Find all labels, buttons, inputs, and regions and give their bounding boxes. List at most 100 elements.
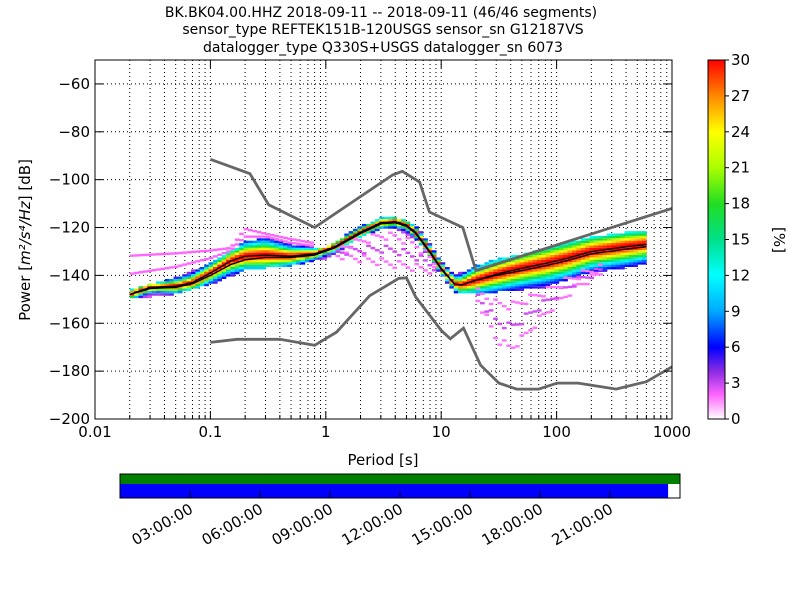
psd-cell (620, 243, 625, 246)
psd-cell (532, 262, 538, 265)
psd-cell (414, 226, 420, 229)
psd-cell (620, 233, 625, 236)
psd-cell (191, 274, 196, 277)
psd-cell-outlier (493, 336, 498, 340)
psd-cell-outlier (585, 282, 590, 286)
psd-cell (598, 243, 603, 246)
psd-cell-outlier (519, 302, 525, 305)
psd-cell (392, 223, 398, 227)
psd-cell (230, 274, 236, 277)
psd-cell (243, 259, 249, 263)
psd-cell (523, 271, 529, 275)
psd-cell (598, 247, 603, 251)
psd-cell (208, 267, 214, 270)
psd-cell (615, 257, 621, 260)
psd-cell (510, 286, 516, 289)
psd-cell (401, 219, 406, 222)
psd-cell (519, 283, 525, 287)
psd-cell (515, 274, 520, 277)
psd-cell (471, 274, 476, 277)
psd-cell (401, 226, 406, 229)
psd-cell (234, 269, 240, 272)
psd-cell (576, 250, 582, 253)
psd-cell (247, 247, 253, 251)
psd-cell (571, 245, 577, 248)
psd-cell (558, 245, 564, 248)
psd-cell (177, 290, 183, 294)
psd-cell (195, 276, 201, 279)
psd-cell (287, 243, 293, 246)
psd-cell (611, 235, 617, 239)
psd-cell (173, 276, 179, 279)
psd-cell (138, 295, 144, 299)
x-tick-label: 0.1 (198, 423, 222, 441)
psd-cell (484, 283, 490, 287)
psd-cell (269, 240, 275, 244)
psd-cell (554, 271, 560, 275)
psd-cell (239, 269, 244, 272)
psd-cell (409, 235, 415, 239)
plot-frame (94, 59, 673, 420)
psd-cell-outlier (576, 277, 582, 281)
psd-cell-outlier (409, 241, 415, 244)
psd-cell (602, 245, 608, 248)
psd-cell-outlier (221, 251, 227, 255)
psd-cell (234, 252, 240, 256)
psd-cell-outlier (370, 246, 376, 250)
psd-cell (488, 259, 494, 263)
psd-cell-outlier (274, 234, 279, 238)
psd-cell-outlier (580, 269, 586, 272)
psd-cell (449, 276, 455, 279)
psd-cell (169, 288, 174, 291)
psd-cell (493, 269, 498, 272)
psd-cell (458, 290, 463, 294)
psd-cell (519, 271, 525, 275)
psd-cell (615, 238, 621, 241)
psd-cell (519, 257, 525, 260)
psd-cell (195, 274, 201, 277)
psd-cell (541, 257, 546, 260)
segments-bar (120, 474, 680, 484)
psd-cell (611, 267, 617, 270)
psd-cell (528, 281, 533, 284)
availability-frame (119, 473, 681, 499)
psd-cell-outlier (388, 231, 393, 234)
psd-cell (304, 250, 310, 253)
psd-cell-outlier (296, 242, 301, 246)
psd-cell (567, 262, 573, 265)
psd-cell (182, 276, 187, 279)
psd-cell-outlier (589, 270, 595, 274)
psd-cell (274, 252, 279, 256)
psd-cell (576, 262, 582, 265)
psd-cell (536, 271, 542, 275)
y-tick-label: −80 (58, 123, 90, 141)
psd-cell (558, 269, 564, 272)
psd-cell (532, 274, 538, 277)
psd-cell (331, 243, 336, 246)
psd-cell (462, 283, 468, 287)
psd-cell (628, 233, 634, 236)
psd-cell (567, 257, 573, 260)
psd-cell-outlier (300, 239, 306, 243)
psd-cell (177, 281, 183, 284)
psd-cell (182, 281, 187, 284)
psd-cell (571, 262, 577, 265)
psd-cell-outlier (147, 253, 152, 256)
psd-cell (427, 252, 433, 256)
psd-cell (633, 255, 638, 258)
psd-cell (247, 259, 253, 263)
psd-cell (444, 267, 450, 270)
psd-cell (466, 274, 472, 277)
psd-cell-outlier (374, 234, 380, 237)
psd-cell-outlier (528, 293, 533, 296)
psd-cell (221, 255, 227, 258)
psd-cell (186, 271, 192, 275)
psd-cell (523, 255, 529, 258)
psd-cell (335, 247, 341, 251)
psd-cell (243, 247, 249, 251)
psd-cell (261, 243, 266, 246)
psd-cell (602, 257, 608, 260)
psd-cell (585, 240, 590, 244)
psd-cell (282, 257, 288, 260)
psd-cell (374, 221, 380, 224)
